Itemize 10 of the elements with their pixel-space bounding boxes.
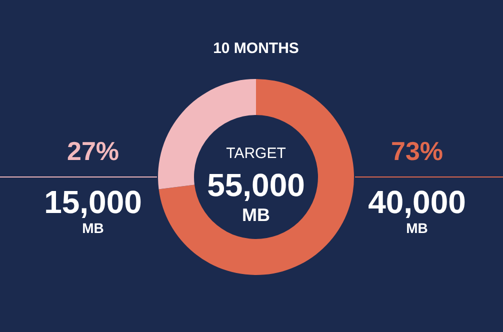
text: MB [406,220,428,236]
text: MB [82,220,104,236]
text: 55,000 [207,167,305,203]
text: 40,000 [368,184,466,220]
text: MB [242,205,270,225]
data-label: 27% [66,136,120,166]
text: TARGET [226,145,286,162]
data-label: 73% [390,136,444,166]
text: 15,000 [44,184,142,220]
chart-title: 10 MONTHS [213,40,299,57]
